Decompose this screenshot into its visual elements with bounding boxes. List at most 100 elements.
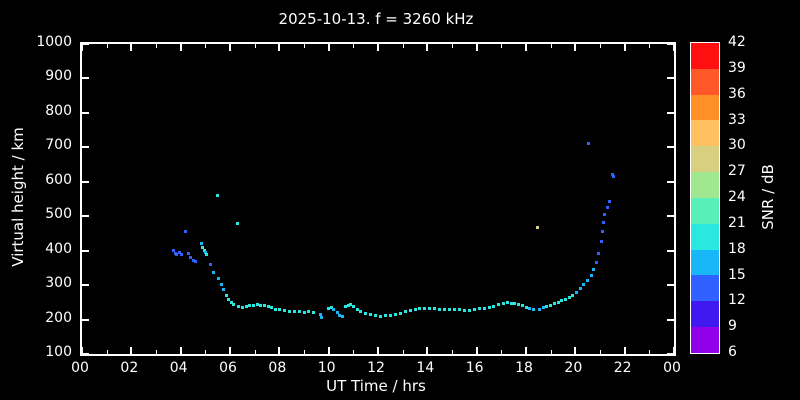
data-point [229,300,233,304]
data-point [338,313,342,317]
data-point [318,313,322,317]
data-point [592,268,596,272]
data-point [567,296,571,299]
data-point [171,249,175,253]
data-point [270,306,274,310]
data-point [549,303,553,307]
x-tick-mark [525,347,527,354]
data-point [200,242,204,246]
x-tick-mark [278,347,281,354]
x-minor-tick-mark [353,44,355,48]
x-minor-tick-mark [402,44,404,48]
x-minor-tick-mark [501,350,503,354]
y-tick-label: 200 [45,309,72,326]
y-tick-mark [667,318,674,321]
data-point [599,239,603,243]
y-tick-label: 1000 [36,34,72,50]
x-tick-mark [229,44,231,51]
data-point [578,287,582,291]
y-tick-label: 500 [45,206,72,223]
data-point [180,253,184,257]
data-point [193,260,197,264]
x-tick-mark [574,347,577,354]
data-point [467,308,471,312]
x-tick-mark [229,347,231,354]
data-point [393,312,397,316]
data-point [378,314,382,318]
data-point [266,304,270,308]
colorbar-tick-label: 12 [728,292,746,309]
y-tick-mark [667,180,674,183]
data-point [364,311,368,315]
data-point [538,307,542,311]
colorbar-band [691,275,719,302]
y-tick-label: 400 [45,240,72,257]
data-point [277,308,281,312]
x-minor-tick-mark [402,350,404,354]
colorbar-band [691,172,719,198]
x-tick-mark [475,347,478,354]
data-point [607,200,611,204]
data-point [217,277,221,281]
x-minor-tick-mark [254,350,256,354]
x-minor-tick-mark [205,350,207,354]
x-tick-label: 02 [120,360,139,376]
x-minor-tick-mark [600,44,601,48]
x-tick-mark [426,347,429,354]
data-point [349,302,353,306]
colorbar-tick-label: 24 [728,189,746,205]
data-point [312,311,316,315]
x-tick-label: 12 [367,360,385,376]
data-point [587,142,591,146]
y-tick-mark [667,77,674,80]
data-point [248,304,252,308]
data-point [359,309,363,313]
x-tick-mark [574,44,577,51]
x-minor-tick-mark [156,350,157,354]
data-point [520,304,524,308]
data-point [355,307,359,311]
data-point [240,305,244,309]
x-minor-tick-mark [205,44,207,48]
x-tick-label: 14 [416,360,435,376]
x-tick-mark [179,347,182,354]
colorbar-tick-label: 15 [728,266,746,283]
data-point [582,282,586,286]
data-point [408,309,412,313]
y-tick-mark [82,146,89,149]
x-minor-tick-mark [353,350,355,354]
y-tick-mark [667,284,674,287]
colorbar-tick-label: 6 [728,344,737,360]
colorbar-band [691,301,719,328]
x-tick-mark [81,347,83,354]
y-tick-mark [82,111,89,114]
colorbar-tick-label: 21 [728,214,746,231]
data-point [292,310,296,314]
data-point [528,307,532,311]
colorbar [690,42,720,354]
x-tick-mark [179,44,182,51]
data-point [545,304,549,308]
colorbar-band [691,146,719,173]
x-tick-mark [525,44,527,51]
x-axis-label: UT Time / hrs [326,377,426,395]
x-tick-mark [475,44,478,51]
x-tick-mark [623,347,626,354]
x-tick-label: 08 [268,360,287,376]
colorbar-band [691,94,719,121]
x-tick-mark [81,44,83,51]
x-tick-label: 06 [219,360,237,376]
colorbar-label: SNR / dB [759,164,777,230]
x-minor-tick-mark [106,44,108,48]
data-point [202,249,206,253]
data-point [605,206,609,210]
colorbar-tick-label: 39 [728,59,746,76]
data-point [433,307,437,311]
data-point [472,308,476,312]
data-point [612,174,616,178]
data-point [398,311,402,315]
data-point [351,304,355,308]
data-point [346,303,350,307]
data-point [586,279,590,283]
data-point [186,251,190,255]
